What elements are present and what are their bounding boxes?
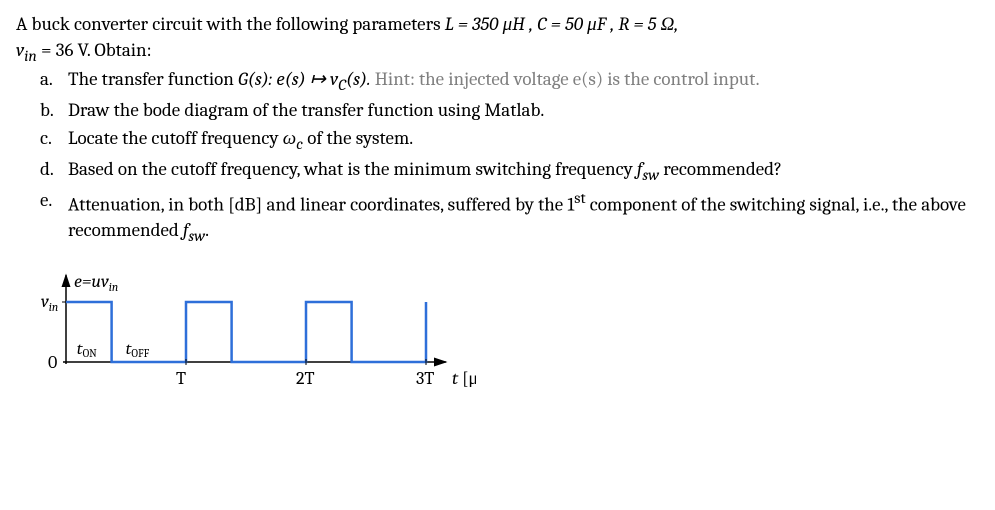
marker-b: b. bbox=[40, 98, 68, 124]
item-e: e. Attenuation, in both [dB] and linear … bbox=[40, 188, 979, 247]
vin-sub: in bbox=[24, 46, 37, 64]
c-sym: ω bbox=[283, 127, 296, 149]
marker-d: d. bbox=[40, 157, 68, 186]
vin-v: v bbox=[16, 39, 24, 61]
marker-a: a. bbox=[40, 67, 68, 96]
svg-text:e=uvin: e=uvin bbox=[74, 271, 118, 294]
e-sup: st bbox=[574, 189, 585, 207]
marker-c: c. bbox=[40, 126, 68, 155]
e-sym-sub: sw bbox=[188, 227, 205, 245]
body-d: Based on the cutoff frequency, what is t… bbox=[68, 157, 979, 186]
intro-pre: A buck converter circuit with the follow… bbox=[16, 13, 445, 35]
body-b: Draw the bode diagram of the transfer fu… bbox=[68, 98, 979, 124]
problem-statement: A buck converter circuit with the follow… bbox=[16, 12, 979, 247]
pwm-square-wave-plot: e=uvin vin 0 tON tOFF T 2T 3T t [μs] bbox=[36, 257, 476, 387]
body-e: Attenuation, in both [dB] and linear coo… bbox=[68, 188, 979, 247]
body-a: The transfer function G(s): e(s) ↦ vC(s)… bbox=[68, 67, 979, 96]
a-pre: The transfer function bbox=[68, 68, 238, 90]
svg-text:t [μs]: t [μs] bbox=[452, 368, 476, 387]
a-tf: G(s): e(s) ↦ v bbox=[238, 68, 338, 90]
d-sym-sub: sw bbox=[642, 166, 659, 184]
e-pre: Attenuation, in both [dB] and linear coo… bbox=[68, 193, 574, 215]
svg-text:tON: tON bbox=[77, 340, 97, 360]
c-post: of the system. bbox=[303, 127, 413, 149]
svg-text:vin: vin bbox=[41, 291, 58, 314]
intro-params: L = 350 μH , C = 50 μF , R = 5 Ω, bbox=[445, 13, 679, 35]
svg-text:0: 0 bbox=[48, 352, 57, 373]
vin-rest: = 36 V. Obtain: bbox=[37, 39, 152, 61]
svg-text:T: T bbox=[176, 368, 186, 387]
d-post: recommended? bbox=[659, 158, 782, 180]
c-pre: Locate the cutoff frequency bbox=[68, 127, 283, 149]
e-post: . bbox=[205, 219, 209, 241]
intro-line2: vin = 36 V. Obtain: bbox=[16, 38, 979, 67]
a-hint: Hint: the injected voltage e(s) is the c… bbox=[375, 68, 760, 90]
intro-line1: A buck converter circuit with the follow… bbox=[16, 12, 979, 38]
marker-e: e. bbox=[40, 188, 68, 247]
svg-text:tOFF: tOFF bbox=[126, 340, 150, 360]
a-tf-sub: C bbox=[338, 76, 346, 94]
item-a: a. The transfer function G(s): e(s) ↦ vC… bbox=[40, 67, 979, 96]
a-tf-post: (s). bbox=[346, 68, 375, 90]
body-c: Locate the cutoff frequency ωc of the sy… bbox=[68, 126, 979, 155]
question-list: a. The transfer function G(s): e(s) ↦ vC… bbox=[40, 67, 979, 247]
item-d: d. Based on the cutoff frequency, what i… bbox=[40, 157, 979, 186]
svg-text:2T: 2T bbox=[296, 368, 315, 387]
d-pre: Based on the cutoff frequency, what is t… bbox=[68, 158, 637, 180]
item-b: b. Draw the bode diagram of the transfer… bbox=[40, 98, 979, 124]
svg-text:3T: 3T bbox=[416, 368, 434, 387]
item-c: c. Locate the cutoff frequency ωc of the… bbox=[40, 126, 979, 155]
